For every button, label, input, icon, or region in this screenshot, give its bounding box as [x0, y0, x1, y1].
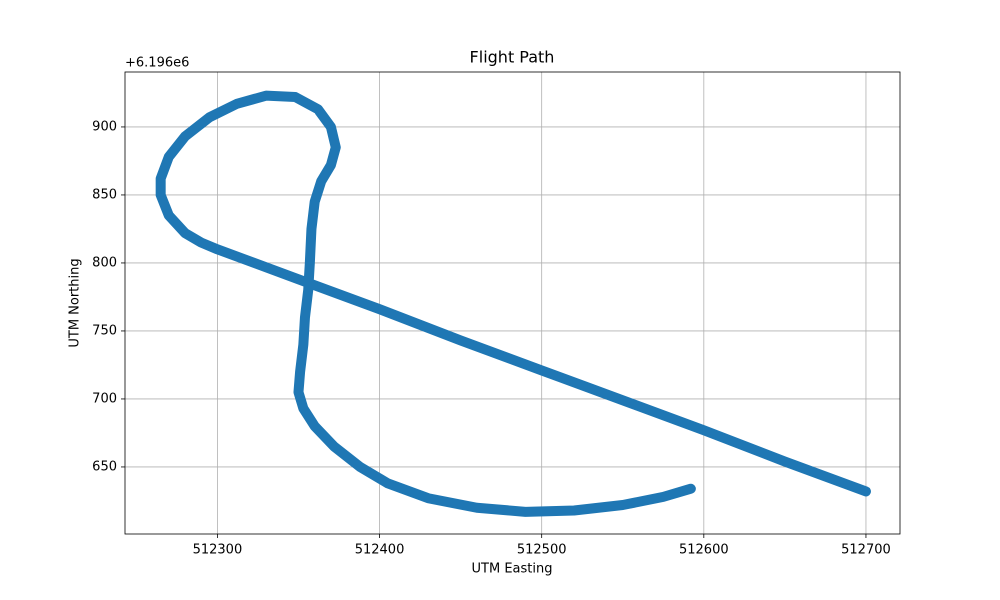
y-tick-label: 900 — [92, 119, 117, 134]
y-tick-label: 800 — [92, 255, 117, 270]
y-tick-label: 650 — [92, 459, 117, 474]
x-tick-label: 512300 — [193, 543, 243, 558]
chart-title: Flight Path — [470, 48, 555, 67]
y-tick-label: 750 — [92, 323, 117, 338]
x-tick-label: 512700 — [841, 543, 891, 558]
y-offset-label: +6.196e6 — [125, 56, 189, 71]
x-tick-label: 512500 — [517, 543, 567, 558]
axes-frame — [124, 71, 901, 535]
x-tick-label: 512600 — [679, 543, 729, 558]
x-tick-label: 512400 — [355, 543, 405, 558]
y-tick-label: 700 — [92, 391, 117, 406]
flight-path — [155, 90, 871, 517]
y-axis-label: UTM Northing — [68, 258, 83, 347]
y-tick-label: 850 — [92, 187, 117, 202]
x-axis-label: UTM Easting — [472, 562, 553, 577]
grid — [125, 72, 900, 534]
plot-area — [155, 90, 871, 517]
